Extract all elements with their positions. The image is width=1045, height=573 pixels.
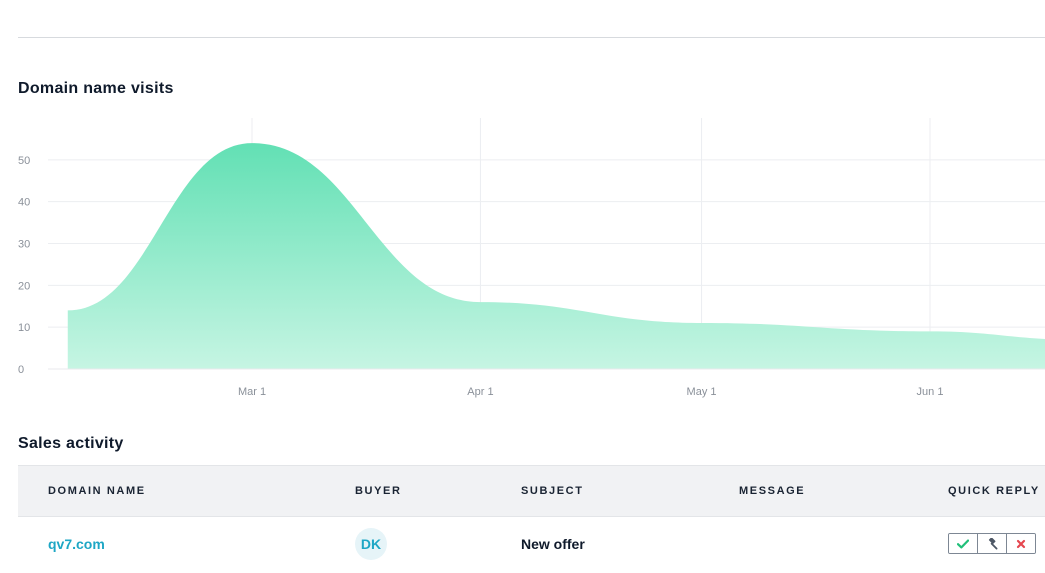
accept-button[interactable] (949, 534, 977, 553)
x-tick-label: Jun 1 (917, 386, 944, 398)
col-header-quick-reply: QUICK REPLY (948, 485, 1040, 497)
x-tick-label: Mar 1 (238, 386, 266, 398)
x-tick-label: Apr 1 (467, 386, 493, 398)
gavel-icon (988, 537, 998, 550)
y-tick-label: 0 (18, 364, 24, 376)
check-icon (957, 539, 969, 548)
col-header-subject[interactable]: SUBJECT (521, 485, 584, 497)
y-tick-label: 10 (18, 322, 30, 334)
chart-section-title: Domain name visits (18, 80, 174, 97)
bid-button[interactable] (977, 534, 1006, 553)
table-header: DOMAIN NAME BUYER SUBJECT MESSAGE QUICK … (18, 465, 1045, 517)
col-header-domain-name[interactable]: DOMAIN NAME (48, 485, 146, 497)
subject-text: New offer (521, 536, 585, 552)
buyer-avatar[interactable]: DK (355, 528, 387, 560)
visits-area-chart: 0 10 20 30 40 50 Mar 1 Apr 1 May 1 Jun 1 (18, 118, 1045, 398)
quick-reply-buttons (948, 533, 1036, 554)
col-header-buyer[interactable]: BUYER (355, 485, 402, 497)
table-row[interactable]: qv7.com DK New offer (18, 517, 1045, 573)
visits-area (67, 143, 1045, 369)
domain-link[interactable]: qv7.com (48, 536, 105, 552)
sales-activity-table: DOMAIN NAME BUYER SUBJECT MESSAGE QUICK … (18, 465, 1045, 573)
col-header-message[interactable]: MESSAGE (739, 485, 806, 497)
y-tick-label: 30 (18, 239, 30, 251)
top-divider (18, 37, 1045, 38)
x-tick-label: May 1 (687, 386, 717, 398)
sales-section-title: Sales activity (18, 435, 124, 452)
y-tick-label: 20 (18, 280, 30, 292)
y-tick-label: 40 (18, 197, 30, 209)
y-tick-label: 50 (18, 155, 30, 167)
close-icon (1016, 539, 1026, 548)
decline-button[interactable] (1006, 534, 1035, 553)
